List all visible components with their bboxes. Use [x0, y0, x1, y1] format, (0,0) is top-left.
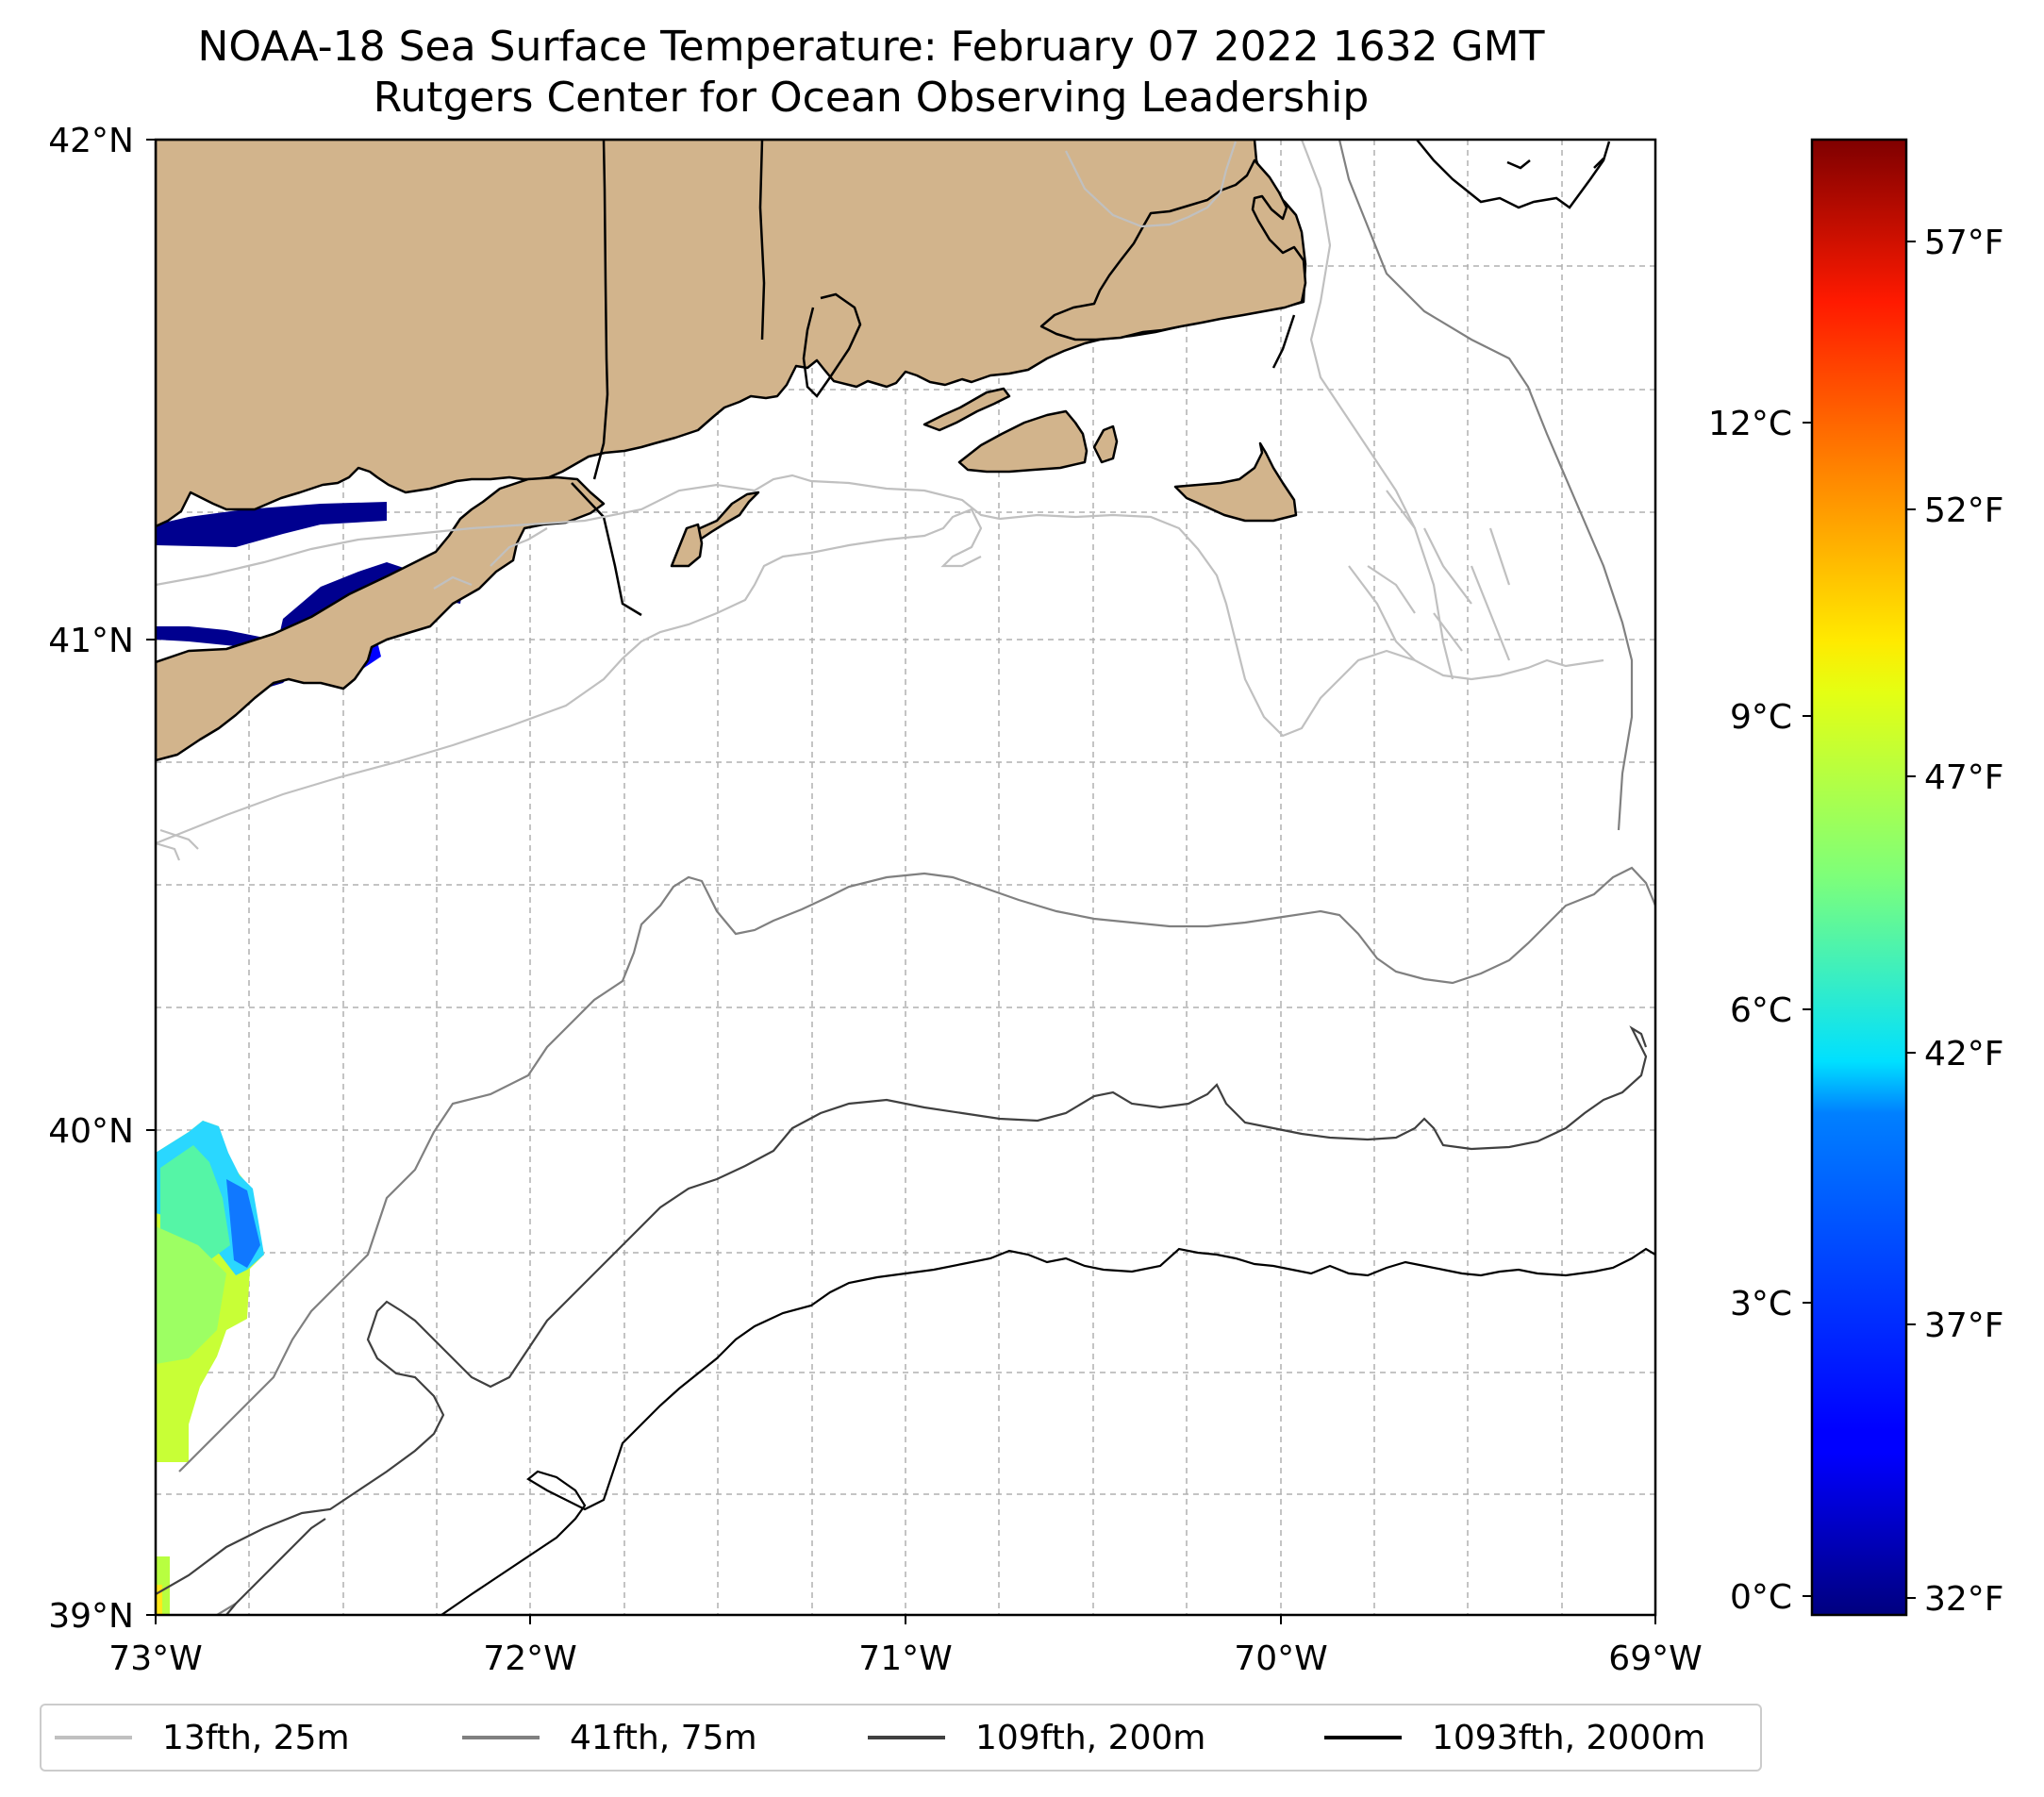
- legend-item-2000m: 1093fth, 2000m: [1324, 1705, 1705, 1770]
- legend-label: 109fth, 200m: [975, 1718, 1206, 1757]
- legend-label: 1093fth, 2000m: [1432, 1718, 1706, 1757]
- borders: [571, 140, 1611, 617]
- x-tick-label: 69°W: [1608, 1639, 1702, 1678]
- y-tick-label: 40°N: [48, 1112, 134, 1151]
- colorbar-fahrenheit-label: 32°F: [1924, 1580, 2004, 1619]
- isobath-2000m: [440, 1247, 1655, 1615]
- legend-swatch: [1324, 1736, 1402, 1739]
- legend-swatch: [868, 1736, 945, 1739]
- y-tick-label: 39°N: [48, 1597, 134, 1636]
- legend: 13fth, 25m 41fth, 75m 109fth, 200m 1093f…: [40, 1704, 1762, 1772]
- legend-swatch: [462, 1736, 540, 1739]
- y-tick-labels: 42°N 41°N 40°N 39°N: [48, 122, 134, 1636]
- land: [156, 140, 1307, 762]
- colorbar-celsius-label: 12°C: [1708, 405, 1792, 443]
- isobath-25m: [156, 140, 1604, 861]
- colorbar-fahrenheit-label: 47°F: [1924, 758, 2004, 797]
- colorbar-celsius-label: 9°C: [1730, 698, 1792, 737]
- map-panel: [156, 140, 1655, 1615]
- y-tick-label: 42°N: [48, 122, 134, 160]
- colorbar-fahrenheit-label: 42°F: [1924, 1035, 2004, 1073]
- map-subtitle: Rutgers Center for Ocean Observing Leade…: [373, 74, 1370, 122]
- x-tick-label: 70°W: [1234, 1639, 1327, 1678]
- colorbar-fahrenheit-label: 52°F: [1924, 491, 2004, 530]
- colorbar-celsius-label: 0°C: [1730, 1578, 1792, 1617]
- x-tick-label: 71°W: [858, 1639, 952, 1678]
- legend-swatch: [55, 1736, 132, 1739]
- colorbar-fahrenheit-label: 37°F: [1924, 1306, 2004, 1345]
- axis-ticks: [146, 139, 1656, 1624]
- colorbar-celsius-label: 6°C: [1730, 991, 1792, 1030]
- colorbar-fahrenheit-label: 57°F: [1924, 224, 2004, 262]
- y-tick-label: 41°N: [48, 622, 134, 660]
- legend-label: 41fth, 75m: [570, 1718, 757, 1757]
- isobath-200m: [156, 1025, 1648, 1615]
- legend-item-75m: 41fth, 75m: [462, 1705, 757, 1770]
- colorbar-celsius-label: 3°C: [1730, 1285, 1792, 1323]
- x-tick-label: 72°W: [483, 1639, 576, 1678]
- x-tick-labels: 73°W 72°W 71°W 70°W 69°W: [108, 1639, 1702, 1678]
- colorbar: 12°C 9°C 6°C 3°C 0°C 57°F 52°F 47°F 42°F…: [1708, 138, 2004, 1619]
- x-tick-label: 73°W: [108, 1639, 202, 1678]
- legend-item-200m: 109fth, 200m: [868, 1705, 1205, 1770]
- colorbar-gradient: [1810, 138, 1908, 1617]
- legend-label: 13fth, 25m: [162, 1718, 350, 1757]
- isobath-75m: [178, 140, 1655, 1615]
- map-title: NOAA-18 Sea Surface Temperature: Februar…: [197, 23, 1545, 71]
- legend-item-25m: 13fth, 25m: [55, 1705, 350, 1770]
